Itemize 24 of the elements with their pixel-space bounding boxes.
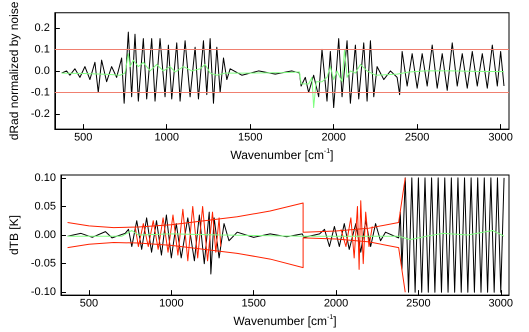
y-tick-label: -0.2 <box>30 108 50 120</box>
y-tick-label: 0.00 <box>34 229 56 242</box>
y-tick-label: 0.05 <box>34 200 56 212</box>
x-tick-label: 1500 <box>238 132 262 144</box>
x-tick-label: 3000 <box>488 298 514 310</box>
x-tick-label: 2000 <box>324 298 348 310</box>
y-axis-title: dTB [K] <box>7 215 21 256</box>
y-tick-label: -0.1 <box>30 86 50 98</box>
x-tick-label: 2500 <box>404 132 430 144</box>
y-tick-label: 0.0 <box>34 64 50 77</box>
y-tick-label: 0.1 <box>34 43 50 56</box>
x-tick-label: 1000 <box>154 132 179 144</box>
x-tick-label: 2000 <box>321 132 346 144</box>
x-tick-label: 1000 <box>159 298 184 310</box>
y-tick-label: 0.10 <box>34 172 56 184</box>
x-tick-label: 3000 <box>488 132 513 144</box>
x-tick-label: 500 <box>74 132 92 144</box>
y-axis-title: dRad normalized by noise <box>7 1 21 140</box>
x-tick-label: 2500 <box>406 298 431 310</box>
x-tick-label: 1500 <box>241 298 266 310</box>
y-tick-label: -0.10 <box>30 286 56 298</box>
y-tick-label: 0.2 <box>34 22 50 34</box>
y-tick-label: -0.05 <box>30 258 56 270</box>
x-tick-label: 500 <box>80 298 98 310</box>
